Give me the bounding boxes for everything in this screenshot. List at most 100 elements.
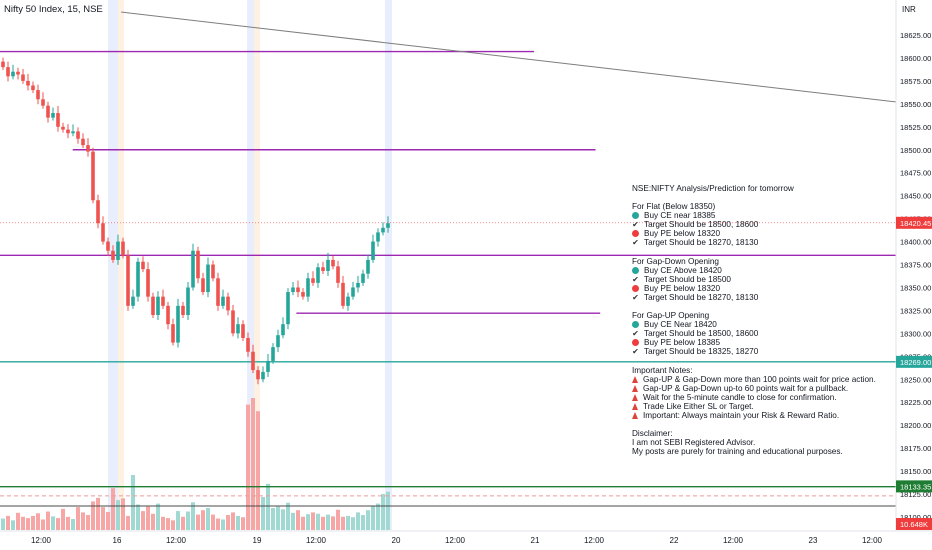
note-text: Trade Like Either SL or Target. bbox=[643, 401, 754, 411]
price-badge-label: 18420.45 bbox=[900, 219, 931, 228]
volume-bar bbox=[271, 508, 275, 530]
candle-body bbox=[386, 223, 390, 228]
candle-body bbox=[311, 278, 315, 283]
line-text: Target Should be 18500, 18600 bbox=[644, 220, 759, 230]
volume-bar bbox=[386, 491, 390, 530]
candle-body bbox=[276, 335, 280, 348]
price-tick-label: 18575.00 bbox=[900, 77, 931, 86]
line-text: Target Should be 18325, 18270 bbox=[644, 347, 759, 357]
candle-body bbox=[196, 250, 200, 279]
candle-body bbox=[256, 370, 260, 380]
warning-icon bbox=[632, 412, 638, 420]
volume-bar bbox=[346, 515, 350, 530]
candle-body bbox=[26, 80, 30, 86]
price-badge bbox=[896, 518, 932, 530]
candle-body bbox=[181, 305, 185, 316]
candle-body bbox=[351, 287, 355, 297]
volume-bar bbox=[306, 514, 310, 530]
candle-body bbox=[166, 305, 170, 325]
candle-body bbox=[226, 296, 230, 311]
candle-body bbox=[271, 347, 275, 361]
line-text: Buy CE Near 18420 bbox=[644, 320, 717, 330]
note-item: Wait for the 5-minute candle to close fo… bbox=[632, 393, 892, 402]
volume-bar bbox=[276, 506, 280, 530]
candle-body bbox=[21, 74, 25, 81]
candle-body bbox=[326, 259, 330, 271]
session-band bbox=[108, 0, 118, 530]
candle-body bbox=[341, 282, 345, 306]
candle-body bbox=[316, 267, 320, 283]
candle-body bbox=[71, 131, 75, 134]
volume-bar bbox=[51, 516, 55, 530]
candle-body bbox=[336, 266, 340, 283]
volume-bar bbox=[76, 507, 80, 530]
price-axis[interactable]: INR 18625.00 18600.00 18575.00 18550.00 18525… bbox=[895, 0, 932, 530]
section-line: ✔ Target Should be 18500 bbox=[632, 275, 892, 284]
note-text: Wait for the 5-minute candle to close fo… bbox=[643, 392, 837, 402]
section-line: Buy CE Above 18420 bbox=[632, 266, 892, 275]
candle-body bbox=[66, 129, 70, 134]
note-text: Gap-UP & Gap-Down more than 100 points w… bbox=[643, 374, 876, 384]
candle-body bbox=[186, 287, 190, 316]
line-text: Buy PE below 18320 bbox=[644, 283, 721, 293]
volume-bar bbox=[126, 515, 130, 530]
volume-bar bbox=[206, 508, 210, 530]
disclaimer-line: I am not SEBI Registered Advisor. bbox=[632, 438, 756, 448]
volume-bar bbox=[56, 518, 60, 530]
candle-body bbox=[231, 310, 235, 334]
analysis-annotation: NSE:NIFTY Analysis/Prediction for tomorr… bbox=[632, 184, 892, 465]
volume-bar bbox=[186, 511, 190, 530]
volume-bar bbox=[291, 512, 295, 530]
candle-body bbox=[111, 250, 115, 260]
candle-body bbox=[16, 71, 20, 75]
volume-bar bbox=[216, 518, 220, 530]
price-tick-label: 18300.00 bbox=[900, 329, 931, 338]
red-dot-icon bbox=[632, 230, 639, 238]
volume-bar bbox=[61, 508, 65, 530]
volume-bar bbox=[81, 512, 85, 530]
candle-body bbox=[131, 296, 135, 306]
notes-heading: Important Notes: bbox=[632, 365, 693, 375]
check-icon: ✔ bbox=[632, 329, 639, 339]
volume-bar bbox=[86, 515, 90, 530]
price-badge-label: 10.648K bbox=[900, 520, 928, 529]
volume-bar bbox=[361, 515, 365, 530]
note-item: Trade Like Either SL or Target. bbox=[632, 402, 892, 411]
section-heading: For Gap-Down Opening bbox=[632, 256, 719, 266]
time-tick-label: 12:00 bbox=[723, 536, 744, 545]
section-line: Buy PE below 18320 bbox=[632, 229, 892, 238]
candle-body bbox=[51, 113, 55, 118]
candle-body bbox=[41, 99, 45, 106]
section-line: ✔ Target Should be 18325, 18270 bbox=[632, 347, 892, 356]
line-text: Target Should be 18270, 18130 bbox=[644, 238, 759, 248]
volume-bar bbox=[156, 503, 160, 530]
section-line: Buy PE below 18385 bbox=[632, 338, 892, 347]
check-icon: ✔ bbox=[632, 274, 639, 284]
volume-bar bbox=[26, 518, 30, 530]
price-tick-label: 18225.00 bbox=[900, 398, 931, 407]
notes-list: Gap-UP & Gap-Down more than 100 points w… bbox=[632, 375, 892, 420]
session-band bbox=[254, 0, 260, 530]
note-item: Gap-UP & Gap-Down more than 100 points w… bbox=[632, 375, 892, 384]
check-icon: ✔ bbox=[632, 347, 639, 357]
check-icon: ✔ bbox=[632, 238, 639, 248]
price-badge bbox=[896, 216, 932, 229]
volume-bar bbox=[6, 515, 10, 530]
volume-bar bbox=[201, 510, 205, 530]
green-dot-icon bbox=[632, 212, 639, 220]
disclaimer-block: Disclaimer: I am not SEBI Registered Adv… bbox=[632, 429, 892, 456]
time-tick-label: 12:00 bbox=[166, 536, 187, 545]
trendline[interactable] bbox=[121, 11, 897, 103]
price-tick-label: 18200.00 bbox=[900, 421, 931, 430]
candle-body bbox=[176, 305, 180, 343]
volume-bar bbox=[331, 516, 335, 530]
section-heading: For Gap-UP Opening bbox=[632, 311, 710, 321]
volume-bar bbox=[101, 507, 105, 530]
time-axis[interactable]: 12:00 16 12:00 19 12:00 20 12:00 21 12:00 22 12:00… bbox=[0, 530, 932, 550]
price-badge bbox=[896, 480, 932, 493]
candle-body bbox=[236, 324, 240, 334]
volume-bars bbox=[1, 398, 390, 530]
volume-bar bbox=[236, 515, 240, 530]
price-tick-label: 18125.00 bbox=[900, 490, 931, 499]
